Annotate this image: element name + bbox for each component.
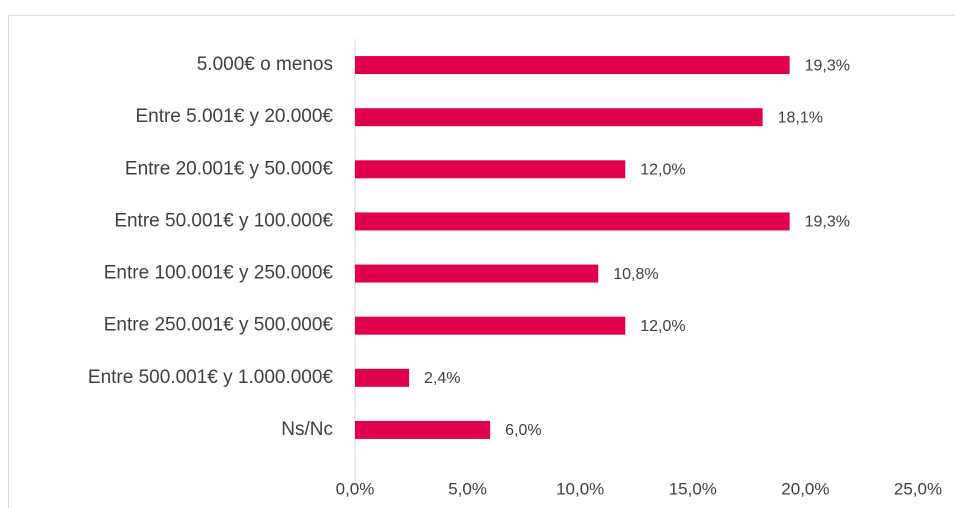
- bar: [355, 316, 626, 335]
- bar: [355, 368, 410, 387]
- y-tick-label: Entre 20.001€ y 50.000€: [125, 158, 334, 179]
- y-tick-label: Entre 250.001€ y 500.000€: [104, 315, 334, 336]
- data-label: 19,3%: [805, 57, 850, 74]
- y-tick-label: Ns/Nc: [281, 419, 333, 440]
- bar: [355, 212, 790, 231]
- y-tick-label: Entre 50.001€ y 100.000€: [114, 210, 333, 231]
- bar: [355, 264, 599, 283]
- data-label: 12,0%: [640, 318, 685, 335]
- x-tick-label: 20,0%: [781, 479, 829, 498]
- data-label: 2,4%: [424, 370, 460, 387]
- data-label: 12,0%: [640, 162, 685, 179]
- y-tick-label: Entre 500.001€ y 1.000.000€: [88, 367, 334, 388]
- data-label: 6,0%: [505, 422, 541, 439]
- bar: [355, 108, 763, 127]
- x-tick-label: 10,0%: [556, 479, 604, 498]
- data-label: 10,8%: [613, 266, 658, 283]
- bar: [355, 56, 790, 75]
- y-tick-label: Entre 100.001€ y 250.000€: [104, 263, 334, 284]
- y-tick-label: Entre 5.001€ y 20.000€: [135, 106, 333, 127]
- bar: [355, 160, 626, 179]
- x-tick-label: 5,0%: [448, 479, 487, 498]
- x-tick-label: 0,0%: [336, 479, 375, 498]
- x-tick-label: 25,0%: [894, 479, 942, 498]
- chart-frame: [8, 15, 955, 508]
- data-label: 18,1%: [778, 109, 823, 126]
- bar: [355, 420, 491, 439]
- x-tick-label: 15,0%: [669, 479, 717, 498]
- data-label: 19,3%: [805, 214, 850, 231]
- y-tick-label: 5.000€ o menos: [197, 54, 333, 75]
